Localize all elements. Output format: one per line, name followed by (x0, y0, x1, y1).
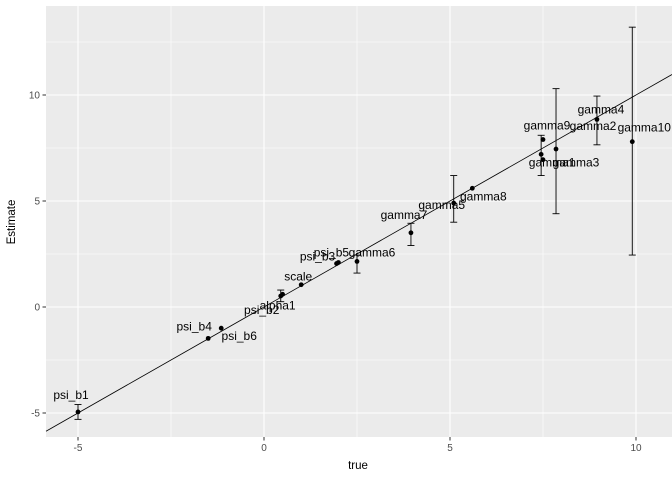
data-point (540, 137, 546, 142)
data-point (205, 335, 211, 341)
data-point (408, 230, 414, 236)
point-label: gamma7 (381, 208, 428, 222)
point-label: gamma9 (524, 119, 571, 133)
y-axis-title: Estimate (6, 200, 18, 245)
x-tick-label: 10 (630, 443, 642, 454)
data-point (336, 260, 341, 265)
point-label: gamma10 (618, 121, 672, 135)
plot-panel: psi_b1psi_b4psi_b6psi_b2alpha1scalepsi_b… (45, 6, 672, 437)
point-label: psi_b1 (53, 388, 89, 402)
data-point (280, 291, 285, 297)
point-label: gamma2 (570, 119, 617, 133)
point-label: alpha1 (260, 298, 296, 312)
point-label: psi_b3 (300, 250, 336, 264)
y-tick-label: -5 (31, 409, 40, 420)
data-point (451, 200, 457, 206)
x-tick-label: 5 (447, 443, 453, 454)
axes: -5 0 5 10 -5 0 5 10 (29, 91, 642, 455)
x-axis-title: true (348, 460, 368, 472)
panel-background (46, 6, 672, 437)
point-label: gamma4 (578, 102, 625, 116)
point-label: gamma3 (553, 156, 600, 170)
point-label: psi_b6 (222, 329, 258, 343)
point-label: scale (284, 270, 312, 284)
identity-line (45, 74, 672, 432)
data-point (298, 282, 304, 288)
point-label: gamma1 (529, 155, 576, 169)
y-tick-label: 10 (29, 91, 41, 102)
y-tick-label: 5 (34, 197, 40, 208)
point-label: gamma5 (418, 198, 465, 212)
data-point (538, 151, 544, 157)
point-label: psi_b5 (314, 245, 350, 259)
data-point (540, 157, 546, 163)
data-point (629, 139, 635, 145)
data-point (469, 185, 475, 191)
point-label: psi_b4 (177, 319, 213, 333)
y-tick-label: 0 (34, 303, 40, 314)
point-label: gamma6 (349, 245, 396, 259)
data-point (75, 409, 81, 415)
data-point (354, 259, 360, 264)
point-label: gamma8 (460, 189, 507, 203)
data-point (218, 325, 224, 331)
x-tick-label: -5 (74, 443, 83, 454)
data-point (553, 146, 559, 152)
point-label: psi_b2 (244, 303, 280, 317)
data-point (594, 116, 600, 122)
x-tick-label: 0 (261, 443, 267, 454)
